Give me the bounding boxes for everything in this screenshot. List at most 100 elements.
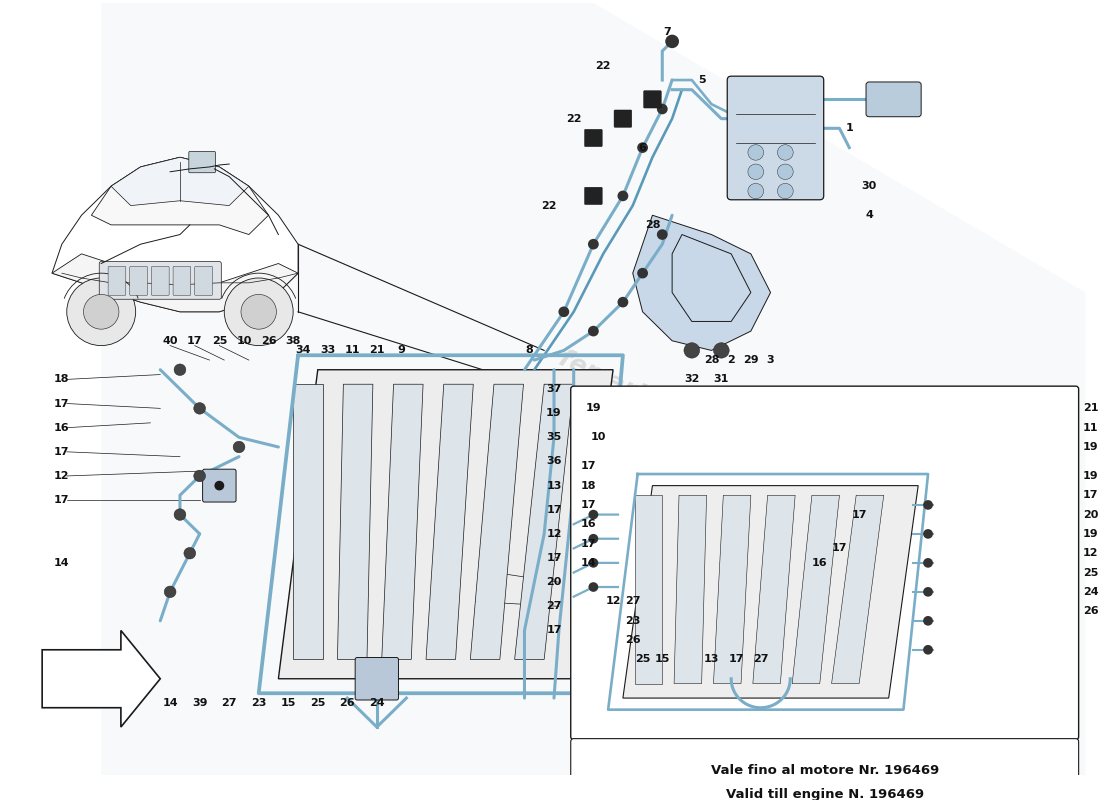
Polygon shape: [752, 495, 795, 683]
FancyBboxPatch shape: [727, 76, 824, 200]
Circle shape: [194, 402, 206, 414]
Text: Valid till engine N. 196469: Valid till engine N. 196469: [726, 788, 924, 800]
Text: 27: 27: [625, 597, 640, 606]
Polygon shape: [623, 486, 918, 698]
Polygon shape: [278, 370, 613, 678]
Text: 38: 38: [286, 336, 300, 346]
Text: 22: 22: [541, 201, 557, 210]
Text: 27: 27: [547, 602, 562, 611]
Polygon shape: [338, 384, 373, 659]
Text: 26: 26: [261, 336, 276, 346]
Circle shape: [224, 278, 294, 346]
Polygon shape: [471, 384, 524, 659]
Circle shape: [617, 297, 628, 307]
Text: 24: 24: [1082, 587, 1098, 597]
Text: 3: 3: [767, 355, 774, 365]
Text: 33: 33: [320, 346, 336, 355]
Text: 20: 20: [547, 577, 562, 587]
Text: 13: 13: [547, 481, 562, 490]
Circle shape: [214, 481, 224, 490]
Text: 10: 10: [236, 336, 252, 346]
Text: 24: 24: [368, 698, 385, 708]
Text: 25: 25: [1082, 567, 1098, 578]
Text: ferrari parts since 1985: ferrari parts since 1985: [556, 346, 868, 509]
Text: 10: 10: [591, 432, 606, 442]
Text: 17: 17: [187, 336, 202, 346]
Circle shape: [923, 500, 933, 510]
Circle shape: [174, 364, 186, 375]
Text: 17: 17: [581, 500, 596, 510]
Text: 21: 21: [1082, 403, 1098, 414]
Circle shape: [588, 534, 598, 543]
Text: 17: 17: [1082, 490, 1098, 500]
FancyBboxPatch shape: [614, 110, 631, 127]
Circle shape: [666, 34, 679, 48]
Circle shape: [241, 294, 276, 329]
Text: 15: 15: [280, 698, 296, 708]
Text: 17: 17: [832, 543, 847, 554]
Circle shape: [588, 582, 598, 592]
FancyBboxPatch shape: [571, 386, 1079, 739]
Polygon shape: [91, 158, 268, 234]
FancyBboxPatch shape: [866, 82, 921, 117]
Circle shape: [714, 342, 729, 358]
Text: 16: 16: [581, 519, 596, 530]
Text: 19: 19: [1082, 442, 1098, 452]
Text: 26: 26: [340, 698, 355, 708]
Circle shape: [174, 509, 186, 520]
Circle shape: [637, 142, 648, 153]
Text: 34: 34: [295, 346, 310, 355]
Text: 32: 32: [684, 374, 700, 384]
Polygon shape: [294, 384, 322, 659]
Text: 14: 14: [163, 698, 178, 708]
Circle shape: [164, 586, 176, 598]
Circle shape: [233, 441, 245, 453]
Text: 4: 4: [865, 210, 873, 220]
Polygon shape: [42, 630, 161, 727]
Polygon shape: [382, 384, 424, 659]
Text: 14: 14: [54, 558, 69, 568]
Text: 19: 19: [547, 408, 562, 418]
Circle shape: [748, 145, 763, 160]
Circle shape: [67, 278, 135, 346]
Circle shape: [588, 558, 598, 568]
Text: 17: 17: [547, 626, 562, 635]
Polygon shape: [714, 495, 751, 683]
Text: 7: 7: [663, 26, 671, 37]
Text: 17: 17: [547, 553, 562, 563]
Text: 16: 16: [812, 558, 827, 568]
Text: 17: 17: [581, 538, 596, 549]
Circle shape: [588, 239, 598, 250]
Text: 19: 19: [585, 403, 602, 414]
FancyBboxPatch shape: [195, 266, 212, 295]
Text: 17: 17: [54, 398, 69, 409]
Polygon shape: [52, 254, 298, 312]
Polygon shape: [674, 495, 706, 683]
Text: 12: 12: [547, 529, 562, 539]
Text: 23: 23: [251, 698, 266, 708]
Text: 27: 27: [754, 654, 769, 665]
FancyBboxPatch shape: [108, 266, 125, 295]
Circle shape: [778, 183, 793, 199]
Text: 2: 2: [727, 355, 735, 365]
FancyBboxPatch shape: [584, 187, 602, 205]
Polygon shape: [101, 2, 1086, 775]
Polygon shape: [635, 495, 662, 683]
Circle shape: [559, 306, 570, 317]
Polygon shape: [792, 495, 839, 683]
Text: 18: 18: [581, 481, 596, 490]
Text: 25: 25: [310, 698, 326, 708]
FancyBboxPatch shape: [584, 130, 602, 146]
Circle shape: [588, 510, 598, 519]
Text: 22: 22: [595, 61, 610, 70]
Text: 25: 25: [635, 654, 650, 665]
Text: 35: 35: [547, 432, 562, 442]
Text: 19: 19: [1082, 529, 1098, 539]
Text: 19: 19: [1082, 471, 1098, 481]
Text: 17: 17: [581, 462, 596, 471]
Text: 18: 18: [54, 374, 69, 384]
Text: 26: 26: [625, 635, 640, 645]
Circle shape: [588, 326, 598, 337]
Polygon shape: [632, 215, 771, 350]
Text: 8: 8: [526, 346, 534, 355]
